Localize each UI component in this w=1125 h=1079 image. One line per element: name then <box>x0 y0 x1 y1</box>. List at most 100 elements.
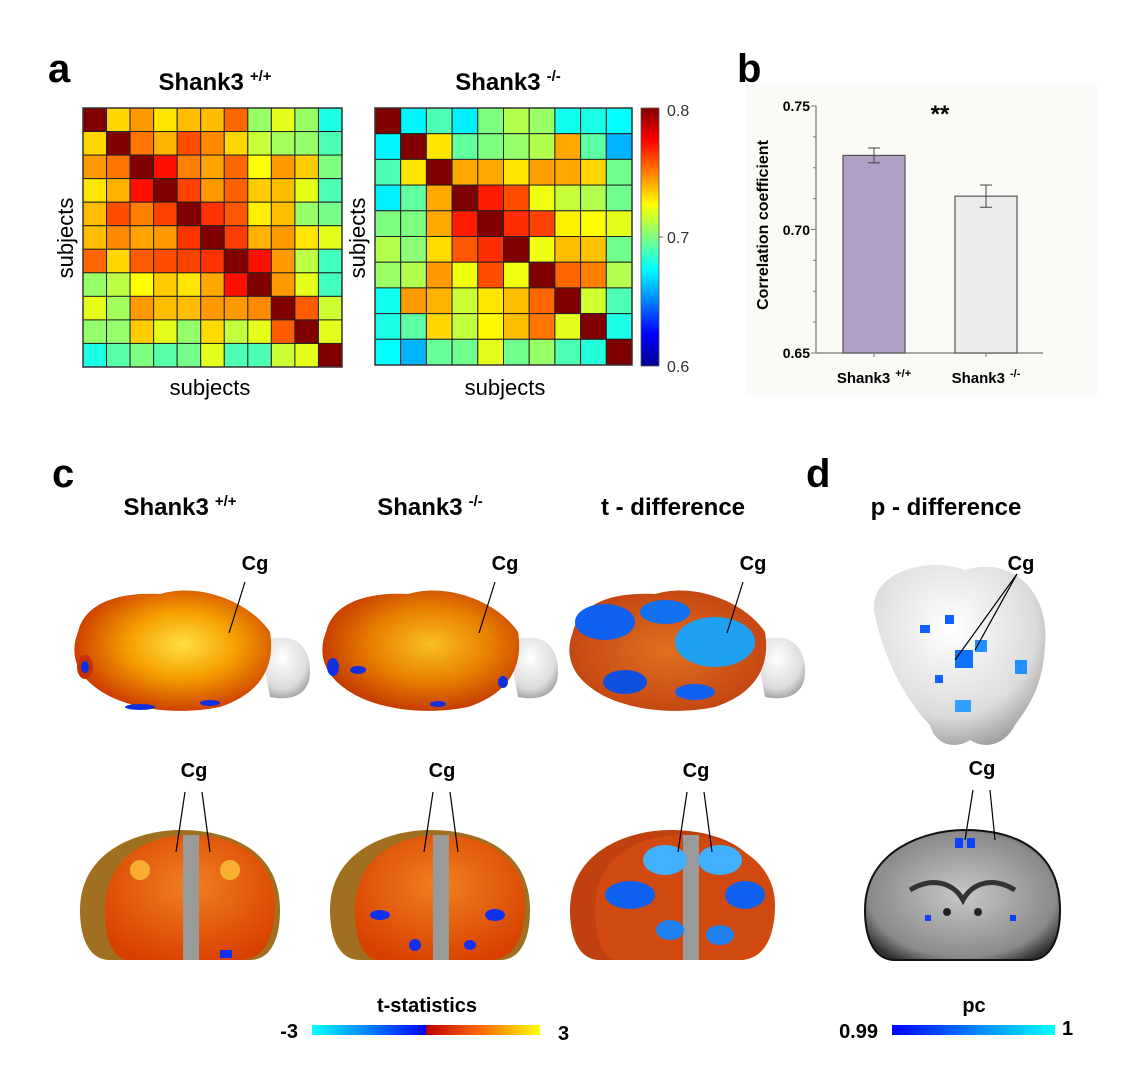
heatmap-cell <box>82 107 108 133</box>
heatmap-cell <box>200 342 225 368</box>
bar-ytick-065: 0.65 <box>783 345 810 361</box>
heatmap-cell <box>554 287 582 315</box>
heatmap-cell <box>294 248 319 274</box>
heatmap-frame <box>374 107 633 366</box>
heatmap-cell <box>270 319 296 344</box>
heatmap-cell <box>176 248 202 274</box>
heatmap-cell <box>270 342 296 368</box>
heatmap-cell <box>317 201 343 227</box>
heatmap-cell <box>106 225 131 250</box>
heatmap-cell <box>317 248 343 274</box>
colorbar-tick-max: 0.8 <box>667 103 689 120</box>
heatmap-cell <box>176 225 202 250</box>
heatmap-cell <box>528 287 556 315</box>
p-colorbar-max: 1 <box>1062 1018 1073 1040</box>
heatmap-cell <box>270 178 296 203</box>
heatmap-cell <box>374 338 402 366</box>
panel-label-b: b <box>737 47 761 91</box>
heatmap-cell <box>580 210 607 238</box>
heatmap-cell <box>451 313 479 340</box>
heatmap-cell <box>106 131 131 156</box>
heatmap-cell <box>247 131 272 156</box>
heatmap-cell <box>317 225 343 250</box>
heatmap-cell <box>400 287 427 315</box>
t-colorbar <box>312 1025 540 1035</box>
heatmap-cell <box>374 210 402 238</box>
heatmap-cell <box>528 158 556 186</box>
heatmap-cell <box>294 225 319 250</box>
heatmap-cell <box>503 338 530 366</box>
heatmap-cell <box>400 133 427 160</box>
heatmap-cell <box>477 158 504 186</box>
cg-label: Cg <box>242 553 269 575</box>
heatmap-cell <box>528 133 556 160</box>
heatmap-cell <box>477 133 504 160</box>
brain-title-tdiff: t - difference <box>601 494 745 521</box>
heatmap-cell <box>451 236 479 263</box>
heatmap-cell <box>200 131 225 156</box>
heatmap-cell <box>176 201 202 227</box>
heatmap-cell <box>425 184 453 212</box>
heatmap-cell <box>82 201 108 227</box>
p-colorbar <box>892 1025 1055 1035</box>
p-colorbar-min: 0.99 <box>839 1021 878 1043</box>
heatmap-cell <box>317 107 343 133</box>
heatmap-cell <box>270 248 296 274</box>
heatmap-cell <box>176 131 202 156</box>
heatmap-cell <box>317 154 343 180</box>
heatmap-cell <box>176 154 202 180</box>
cg-label: Cg <box>740 553 767 575</box>
heatmap-cell <box>247 295 272 321</box>
heatmap-cell <box>82 295 108 321</box>
heatmap-cell <box>223 319 249 344</box>
heatmap-ko <box>374 107 633 366</box>
heatmap-cell <box>503 184 530 212</box>
heatmap-cell <box>451 210 479 238</box>
heatmap-cell <box>153 201 178 227</box>
heatmap-cell <box>294 342 319 368</box>
heatmap-ko-title: Shank3 -/- <box>455 68 561 96</box>
heatmap-cell <box>317 342 343 368</box>
brain-title-ko: Shank3 -/- <box>377 493 483 521</box>
heatmap-cell <box>223 248 249 274</box>
heatmap-cell <box>580 158 607 186</box>
heatmap-cell <box>503 107 530 135</box>
heatmap-cell <box>580 236 607 263</box>
heatmap-cell <box>317 319 343 344</box>
cg-label: Cg <box>492 553 519 575</box>
heatmap-cell <box>554 158 582 186</box>
heatmap-cell <box>223 295 249 321</box>
t-colorbar-title: t-statistics <box>377 995 477 1017</box>
heatmap-cell <box>223 107 249 133</box>
heatmap-cell <box>605 158 633 186</box>
heatmap-cell <box>425 287 453 315</box>
heatmap-cell <box>503 210 530 238</box>
bar-ytick-075: 0.75 <box>783 98 810 114</box>
heatmap-cell <box>425 210 453 238</box>
panel-label-d: d <box>806 452 830 496</box>
heatmap-cell <box>425 158 453 186</box>
heatmap-cell <box>153 272 178 297</box>
heatmap-cell <box>82 342 108 368</box>
heatmap-cell <box>294 107 319 133</box>
heatmap-cell <box>223 342 249 368</box>
brain-3d-tdiff <box>569 590 805 711</box>
heatmap-cell <box>247 272 272 297</box>
brain-title-pdiff: p - difference <box>871 494 1022 521</box>
heatmap-cell <box>294 295 319 321</box>
heatmap-cell <box>223 131 249 156</box>
significance-annotation: ** <box>931 101 950 128</box>
heatmap-cell <box>200 248 225 274</box>
heatmap-cell <box>451 133 479 160</box>
heatmap-cell <box>503 261 530 289</box>
heatmap-cell <box>200 319 225 344</box>
heatmap-cell <box>200 295 225 321</box>
heatmap-cell <box>106 248 131 274</box>
heatmap-cell <box>374 313 402 340</box>
heatmap-cell <box>374 107 402 135</box>
heatmap-cell <box>477 313 504 340</box>
heatmap-cell <box>503 287 530 315</box>
heatmap-cell <box>580 287 607 315</box>
heatmap-cell <box>374 133 402 160</box>
heatmap-cell <box>176 295 202 321</box>
